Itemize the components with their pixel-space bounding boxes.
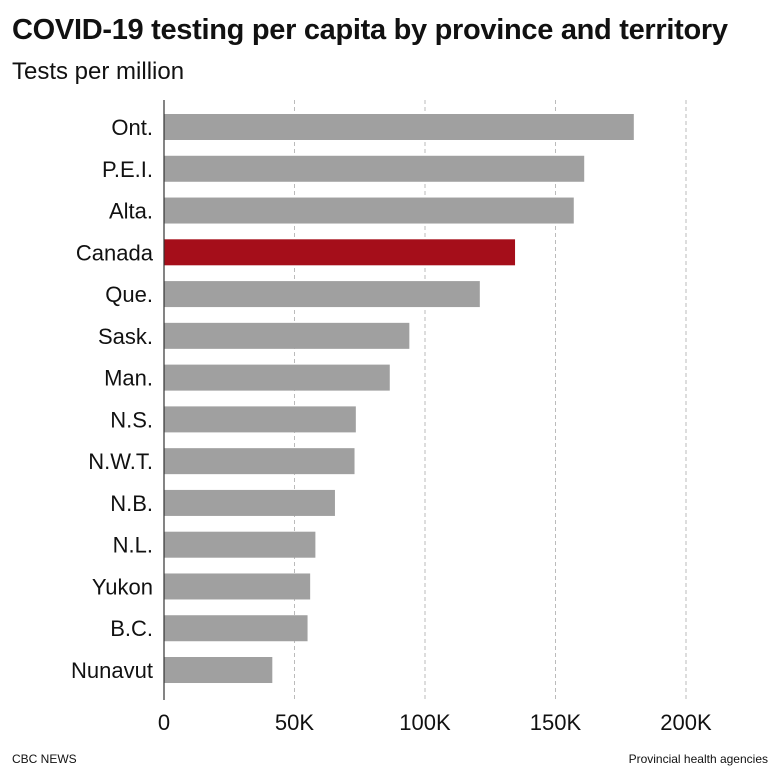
category-label: Alta. xyxy=(109,199,153,224)
bar xyxy=(164,281,480,308)
credit-label: CBC NEWS xyxy=(12,752,77,766)
category-label: Que. xyxy=(105,282,153,307)
category-label: N.B. xyxy=(110,491,153,516)
bar xyxy=(164,406,356,433)
bar xyxy=(164,489,335,516)
bar xyxy=(164,155,585,182)
category-label: Sask. xyxy=(98,324,153,349)
category-label: P.E.I. xyxy=(102,157,153,182)
x-tick-label: 0 xyxy=(158,710,170,735)
chart-subtitle: Tests per million xyxy=(12,58,185,85)
bar xyxy=(164,448,355,475)
category-label: Yukon xyxy=(92,574,153,599)
category-label: N.L. xyxy=(113,533,153,558)
bar xyxy=(164,573,311,600)
category-label: N.S. xyxy=(110,407,153,432)
bar xyxy=(164,114,634,140)
category-label: Nunavut xyxy=(71,658,153,683)
bar-highlight xyxy=(164,239,516,266)
bar xyxy=(164,197,574,224)
category-label: Ont. xyxy=(111,115,153,140)
bar xyxy=(164,615,308,642)
category-label: Man. xyxy=(104,366,153,391)
x-tick-label: 200K xyxy=(660,710,712,735)
chart-title: COVID-19 testing per capita by province … xyxy=(12,14,728,46)
x-tick-label: 100K xyxy=(399,710,451,735)
bar xyxy=(164,364,390,391)
category-label: B.C. xyxy=(110,616,153,641)
bar xyxy=(164,531,316,558)
source-label: Provincial health agencies xyxy=(628,752,768,766)
x-tick-label: 150K xyxy=(530,710,582,735)
x-tick-label: 50K xyxy=(275,710,314,735)
category-label: Canada xyxy=(76,240,154,265)
category-label: N.W.T. xyxy=(88,449,153,474)
bar xyxy=(164,657,273,684)
bar xyxy=(164,322,410,349)
